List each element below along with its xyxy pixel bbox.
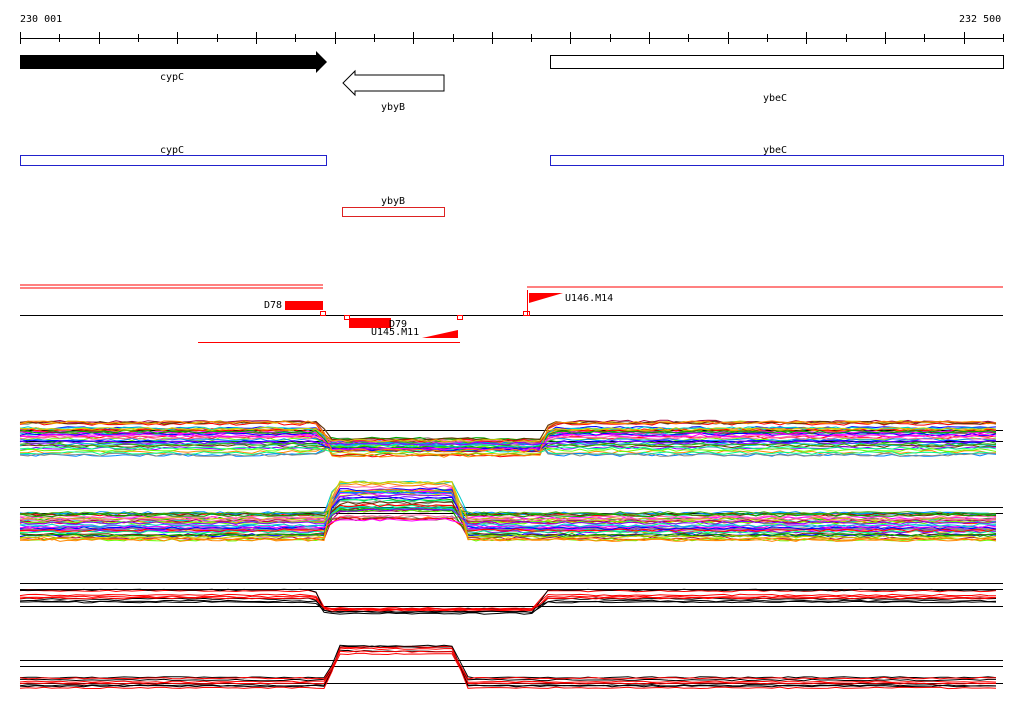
ruler <box>20 32 1004 44</box>
expression-trace <box>19 484 997 519</box>
expression-trace <box>19 506 997 528</box>
expression-trace <box>19 589 997 610</box>
gene-label-cypC: cypC <box>160 72 185 83</box>
feature-label-U145.M11: U145.M11 <box>371 327 420 338</box>
expression-trace <box>19 649 996 682</box>
expression-panel-1 <box>19 419 1003 458</box>
expression-trace <box>19 480 997 516</box>
expression-panel-2 <box>19 480 1003 542</box>
expression-trace <box>19 420 997 453</box>
expression-trace <box>19 514 997 522</box>
expression-trace <box>19 482 997 542</box>
expression-trace <box>19 442 997 453</box>
annotation-label-ybeC: ybeC <box>763 145 788 156</box>
feature-ramp-U145.M11[interactable] <box>422 330 458 338</box>
expression-trace <box>19 429 997 450</box>
expression-trace <box>19 645 997 690</box>
expression-trace <box>19 516 997 533</box>
gene-arrow-ybyB[interactable] <box>342 69 445 97</box>
annotation-box-cypC[interactable] <box>20 155 327 166</box>
expression-trace <box>19 507 997 538</box>
expression-trace <box>19 508 997 525</box>
gene-label-ybeC: ybeC <box>763 93 788 104</box>
gene-box-ybeC[interactable] <box>550 55 1004 69</box>
expression-trace <box>19 440 996 446</box>
expression-panel-3 <box>19 583 1003 615</box>
expression-trace <box>19 650 997 680</box>
expression-trace <box>19 427 997 443</box>
feature-label-D78: D78 <box>264 300 283 311</box>
gene-label-ybyB: ybyB <box>381 102 406 113</box>
expression-trace <box>19 647 996 685</box>
gene-arrow-cypC[interactable] <box>20 51 327 73</box>
expression-trace <box>19 506 997 518</box>
ruler-end-label: 232 500 <box>959 14 1002 25</box>
expression-trace <box>19 489 997 542</box>
expression-trace <box>19 426 997 448</box>
feature-label-U146.M14: U146.M14 <box>565 293 614 304</box>
expression-trace <box>19 596 997 612</box>
feature-label-D79: D79 <box>389 319 408 330</box>
expression-trace <box>19 427 997 443</box>
expression-trace <box>19 498 997 535</box>
feature-bar-D79[interactable] <box>349 318 391 328</box>
ruler-start-label: 230 001 <box>20 14 63 25</box>
annotation-label-cypC: cypC <box>160 145 185 156</box>
expression-trace <box>19 588 997 614</box>
expression-trace <box>19 480 997 539</box>
expression-trace <box>19 421 997 458</box>
expression-trace <box>19 440 997 447</box>
expression-trace <box>19 506 997 516</box>
annotation-box-ybyB[interactable] <box>342 207 445 217</box>
feature-ramp-U146.M14[interactable] <box>529 293 563 303</box>
expression-panel-4 <box>19 644 1003 690</box>
expression-trace <box>19 645 997 688</box>
expression-trace <box>19 644 997 679</box>
feature-bar-D78[interactable] <box>285 301 323 310</box>
annotation-box-ybeC[interactable] <box>550 155 1004 166</box>
expression-panels <box>19 419 1003 690</box>
expression-trace <box>19 652 997 684</box>
expression-trace <box>19 496 997 531</box>
expression-trace <box>19 489 997 516</box>
expression-trace <box>19 433 997 452</box>
annotation-label-ybyB: ybyB <box>381 196 406 207</box>
feature-track <box>20 284 1003 343</box>
expression-trace <box>19 593 997 611</box>
